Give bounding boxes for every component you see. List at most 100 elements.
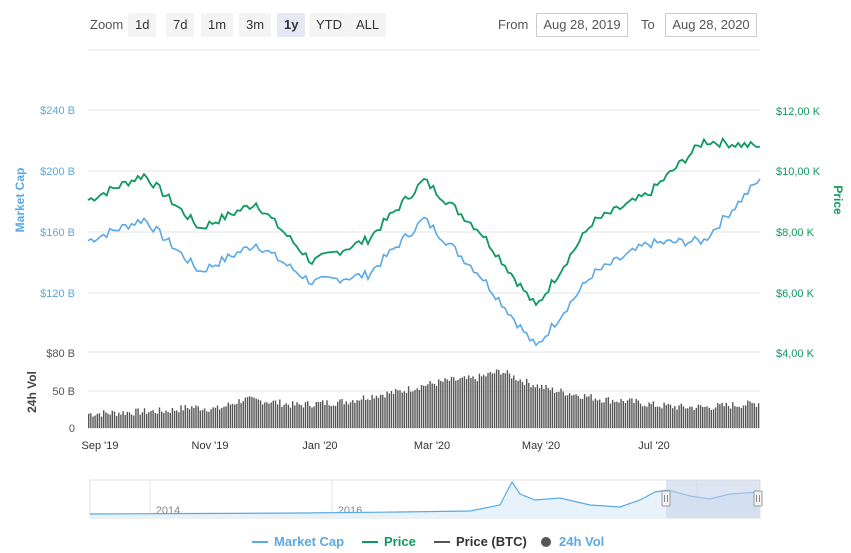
volume-axis-title: 24h Vol	[25, 371, 39, 413]
right-axis-title: Price	[831, 185, 845, 215]
volume-bar	[599, 399, 601, 428]
volume-bar	[519, 379, 521, 428]
volume-bar	[249, 396, 251, 428]
volume-bar	[601, 402, 603, 428]
volume-bar	[300, 405, 302, 428]
volume-bar	[523, 385, 526, 428]
volume-bar	[465, 378, 468, 428]
volume-bar	[699, 405, 702, 428]
volume-bar	[349, 402, 352, 428]
volume-bar	[270, 402, 272, 428]
zoom-button-ytd[interactable]: YTD	[309, 13, 349, 37]
volume-bar	[360, 399, 363, 428]
volume-bar	[392, 393, 395, 428]
legend-item-market-cap[interactable]: Market Cap	[252, 534, 344, 549]
price-chart[interactable]: $240 B $200 B $160 B $120 B Market Cap $…	[0, 0, 851, 530]
volume-bar	[173, 410, 176, 428]
volume-bar	[152, 410, 154, 428]
volume-bar	[444, 378, 446, 428]
volume-bar	[708, 407, 710, 428]
volume-bar	[693, 410, 695, 428]
navigator-selection[interactable]	[666, 480, 760, 518]
volume-bar	[721, 402, 723, 428]
volume-bar	[122, 411, 124, 428]
volume-bar	[156, 413, 159, 428]
volume-bar	[146, 414, 148, 428]
volume-bar	[98, 413, 101, 428]
volume-bar	[210, 409, 212, 428]
volume-bar	[564, 395, 566, 428]
volume-bar	[281, 407, 283, 428]
volume-bar	[240, 403, 242, 428]
volume-bar	[143, 408, 146, 428]
navigator-handle-right[interactable]	[753, 490, 763, 507]
volume-bar	[745, 405, 747, 428]
volume-bars	[88, 369, 760, 428]
volume-bar	[163, 413, 165, 428]
navigator[interactable]: 2014201620182020	[89, 479, 763, 519]
legend-item-price-btc[interactable]: Price (BTC)	[434, 534, 527, 549]
volume-bar	[712, 409, 715, 428]
legend-swatch-price-btc	[434, 540, 450, 543]
volume-bar	[646, 406, 648, 428]
volume-bar	[276, 404, 279, 428]
to-label: To	[641, 17, 655, 32]
volume-bar	[526, 378, 528, 428]
legend-item-price[interactable]: Price	[362, 534, 416, 549]
volume-bar	[575, 394, 577, 428]
volume-bar	[178, 412, 180, 428]
legend-item-24h-vol[interactable]: 24h Vol	[541, 534, 604, 549]
volume-bar	[176, 410, 178, 428]
volume-bar	[221, 407, 223, 428]
volume-bar	[341, 399, 343, 428]
zoom-button-1d[interactable]: 1d	[128, 13, 157, 37]
zoom-button-7d[interactable]: 7d	[166, 13, 195, 37]
to-date-input[interactable]: Aug 28, 2020	[665, 13, 757, 37]
volume-bar	[354, 402, 356, 428]
volume-bar	[330, 406, 332, 428]
volume-bar	[208, 411, 210, 428]
legend-label-price-btc: Price (BTC)	[456, 534, 527, 549]
zoom-button-1y[interactable]: 1y	[277, 13, 306, 37]
volume-bar	[148, 412, 150, 428]
volume-bar	[120, 414, 122, 428]
volume-bar	[255, 398, 257, 428]
zoom-button-all[interactable]: ALL	[349, 13, 387, 37]
volume-bar	[536, 384, 539, 428]
volume-bar	[639, 403, 642, 428]
volume-bar	[573, 394, 575, 428]
volume-bar	[326, 400, 328, 428]
volume-bar	[347, 404, 350, 428]
volume-bar	[614, 402, 616, 428]
volume-bar	[541, 385, 543, 428]
volume-bar	[410, 391, 412, 428]
volume-bar	[193, 408, 195, 428]
volume-bar	[231, 403, 234, 428]
volume-bar	[553, 392, 556, 428]
volume-bar	[753, 403, 755, 428]
legend-label-price: Price	[384, 534, 416, 549]
volume-bar	[88, 413, 90, 428]
volume-bar	[504, 373, 506, 428]
zoom-button-3m[interactable]: 3m	[239, 13, 272, 37]
volume-bar	[727, 406, 730, 428]
volume-bar	[626, 400, 629, 428]
volume-bar	[622, 401, 624, 428]
volume-bar	[124, 415, 126, 428]
volume-bar	[171, 407, 174, 428]
volume-bar	[107, 413, 109, 428]
volume-bar	[515, 380, 517, 428]
volume-bar	[259, 400, 262, 428]
volume-bar	[470, 377, 472, 428]
volume-bar	[457, 379, 459, 428]
navigator-handle-left[interactable]	[661, 490, 671, 507]
volume-bar	[141, 412, 144, 428]
volume-bar	[158, 407, 161, 428]
volume-bar	[723, 406, 725, 428]
volume-bar	[191, 406, 193, 428]
vol-tick-50: 50 B	[52, 386, 75, 398]
x-axis-ticks: Sep '19 Nov '19 Jan '20 Mar '20 May '20 Jul '…	[82, 440, 670, 452]
from-date-input[interactable]: Aug 28, 2019	[536, 13, 628, 37]
zoom-button-1m[interactable]: 1m	[201, 13, 234, 37]
volume-bar	[577, 396, 579, 428]
